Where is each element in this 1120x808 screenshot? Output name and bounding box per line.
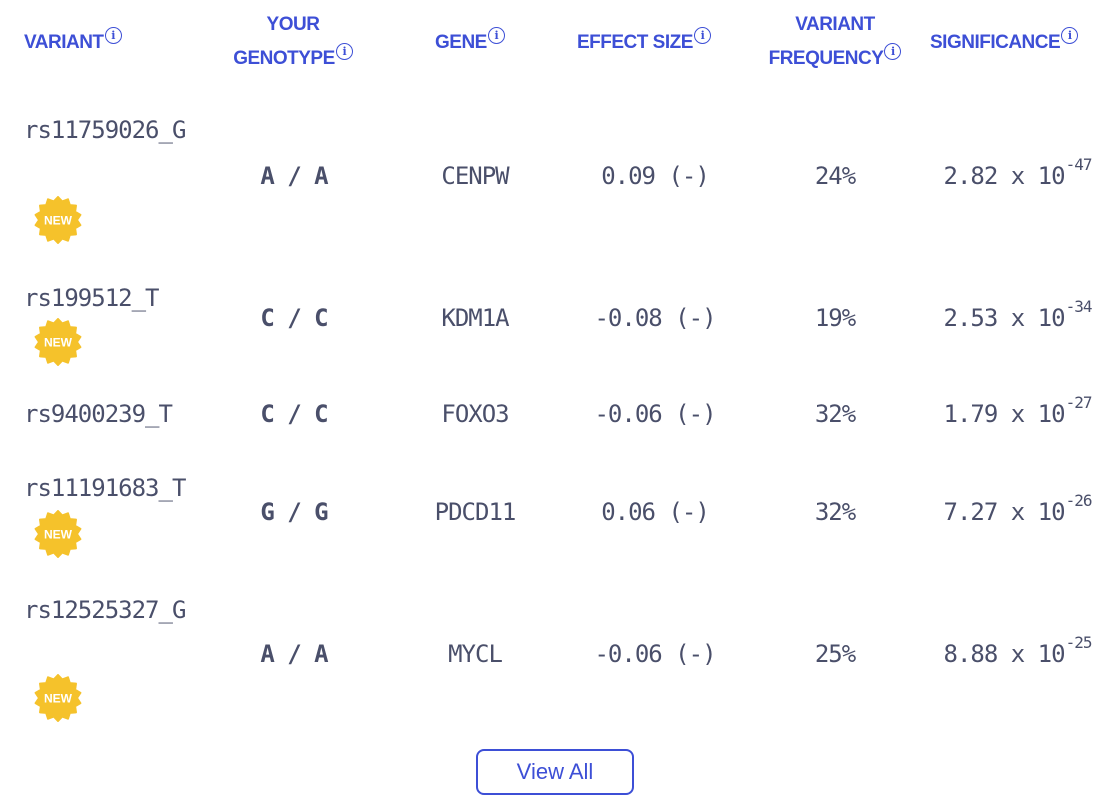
effect-size-value: -0.08 (-) [594, 304, 716, 332]
significance-base: 1.79 x 10 [943, 400, 1066, 428]
genotype-value: A / A [260, 640, 328, 668]
gene-value: KDM1A [441, 304, 509, 332]
new-badge: NEW [34, 318, 82, 366]
variant-id: rs9400239_T [24, 400, 173, 428]
significance-exponent: -47 [1065, 155, 1093, 174]
genotype-value: G / G [260, 498, 328, 526]
svg-text:NEW: NEW [44, 528, 73, 542]
significance-exponent: -27 [1065, 393, 1093, 412]
frequency-value: 32% [814, 400, 856, 428]
header-variant-frequency: VARIANT FREQUENCY i [750, 8, 920, 76]
gene-value: PDCD11 [434, 498, 517, 526]
info-icon[interactable]: i [884, 43, 902, 60]
svg-text:NEW: NEW [44, 214, 73, 228]
variant-id: rs11191683_T [24, 474, 186, 502]
significance-value: 7.27 x 10-26 [925, 493, 1110, 528]
variant-id: rs11759026_G [24, 116, 186, 144]
info-icon[interactable]: i [487, 27, 505, 44]
genotype-value: C / C [260, 304, 328, 332]
gene-value: MYCL [448, 640, 503, 668]
effect-size-value: 0.06 (-) [601, 498, 710, 526]
new-badge: NEW [34, 196, 82, 244]
frequency-value: 25% [814, 640, 856, 668]
gene-value: FOXO3 [441, 400, 509, 428]
frequency-value: 32% [814, 498, 856, 526]
effect-size-value: 0.09 (-) [601, 162, 710, 190]
info-icon[interactable]: i [335, 43, 353, 60]
variant-id: rs199512_T [24, 284, 160, 312]
header-genotype: YOUR GENOTYPE i [213, 8, 373, 76]
header-gene: GENE i [435, 26, 505, 60]
significance-exponent: -26 [1065, 491, 1093, 510]
effect-size-value: -0.06 (-) [594, 640, 716, 668]
significance-value: 8.88 x 10-25 [925, 635, 1110, 670]
header-effect-size: EFFECT SIZE i [577, 26, 711, 60]
significance-base: 2.82 x 10 [943, 162, 1066, 190]
significance-base: 7.27 x 10 [943, 498, 1066, 526]
header-variant: VARIANT i [24, 26, 122, 60]
new-badge: NEW [34, 674, 82, 722]
new-badge: NEW [34, 510, 82, 558]
header-significance: SIGNIFICANCE i [930, 26, 1079, 60]
info-icon[interactable]: i [104, 27, 122, 44]
significance-value: 2.53 x 10-34 [925, 299, 1110, 334]
genotype-value: A / A [260, 162, 328, 190]
info-icon[interactable]: i [693, 27, 711, 44]
info-icon[interactable]: i [1061, 27, 1079, 44]
gene-value: CENPW [441, 162, 509, 190]
significance-base: 8.88 x 10 [943, 640, 1066, 668]
significance-value: 2.82 x 10-47 [925, 157, 1110, 192]
effect-size-value: -0.06 (-) [594, 400, 716, 428]
view-all-button[interactable]: View All [476, 749, 634, 795]
genotype-value: C / C [260, 400, 328, 428]
variant-id: rs12525327_G [24, 596, 186, 624]
significance-exponent: -25 [1065, 633, 1093, 652]
significance-base: 2.53 x 10 [943, 304, 1066, 332]
significance-value: 1.79 x 10-27 [925, 395, 1110, 430]
frequency-value: 24% [814, 162, 856, 190]
svg-text:NEW: NEW [44, 336, 73, 350]
frequency-value: 19% [814, 304, 856, 332]
svg-text:NEW: NEW [44, 692, 73, 706]
significance-exponent: -34 [1065, 297, 1093, 316]
